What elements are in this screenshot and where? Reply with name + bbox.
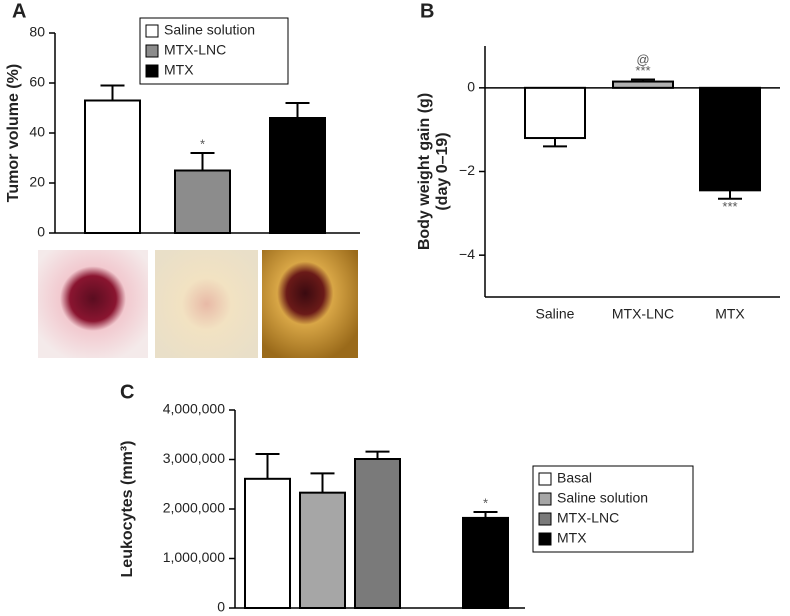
legend-label: MTX-LNC xyxy=(557,510,619,526)
y-tick-label: 0 xyxy=(217,599,225,615)
bar xyxy=(244,477,291,609)
bar xyxy=(612,80,674,89)
y-tick-label: 3,000,000 xyxy=(163,450,225,466)
legend-box xyxy=(139,17,289,85)
bar xyxy=(354,458,401,609)
y-axis-label: (day 0–19) xyxy=(434,132,451,210)
y-tick-label: 0 xyxy=(467,79,475,95)
x-tick-label: MTX-LNC xyxy=(612,306,674,322)
tumor-photo xyxy=(38,250,148,358)
legend-label: MTX-LNC xyxy=(164,42,226,58)
tumor-photo xyxy=(155,250,258,358)
bar xyxy=(699,86,761,192)
y-tick-label: 0 xyxy=(37,224,45,240)
y-axis-label: Body weight gain (g) xyxy=(416,93,433,250)
bar xyxy=(84,99,141,234)
bar xyxy=(269,117,326,234)
legend-label: Saline solution xyxy=(164,22,255,38)
legend-swatch xyxy=(538,492,552,506)
significance-mark: *** xyxy=(722,199,737,214)
legend-label: MTX xyxy=(164,62,194,78)
panel-label: B xyxy=(420,0,434,22)
legend-swatch xyxy=(538,512,552,526)
bar xyxy=(174,169,231,234)
y-tick-label: −4 xyxy=(459,246,475,262)
y-tick-label: 2,000,000 xyxy=(163,500,225,516)
y-tick-label: −2 xyxy=(459,162,475,178)
panel-label: A xyxy=(12,0,26,22)
significance-mark: @ xyxy=(636,52,649,67)
legend-swatch xyxy=(538,472,552,486)
tumor-photo xyxy=(262,250,358,358)
x-tick-label: MTX xyxy=(715,306,745,322)
legend-swatch xyxy=(145,44,159,58)
y-axis-label: Leukocytes (mm³) xyxy=(119,441,136,578)
bar xyxy=(299,491,346,610)
legend-label: Basal xyxy=(557,470,592,486)
y-tick-label: 1,000,000 xyxy=(163,549,225,565)
legend-swatch xyxy=(145,24,159,38)
legend-swatch xyxy=(538,532,552,546)
y-tick-label: 20 xyxy=(29,174,45,190)
legend-swatch xyxy=(145,64,159,78)
legend-label: Saline solution xyxy=(557,490,648,506)
significance-mark: * xyxy=(483,495,488,510)
bar xyxy=(462,516,509,609)
legend-label: MTX xyxy=(557,530,587,546)
significance-mark: * xyxy=(200,136,205,151)
y-tick-label: 80 xyxy=(29,24,45,40)
x-tick-label: Saline xyxy=(536,306,575,322)
y-tick-label: 60 xyxy=(29,74,45,90)
significance-mark: *** xyxy=(635,63,650,78)
legend-box xyxy=(532,465,694,553)
bar xyxy=(524,86,586,140)
y-tick-label: 4,000,000 xyxy=(163,401,225,417)
panel-label: C xyxy=(120,381,134,403)
y-tick-label: 40 xyxy=(29,124,45,140)
y-axis-label: Tumor volume (%) xyxy=(5,64,22,202)
